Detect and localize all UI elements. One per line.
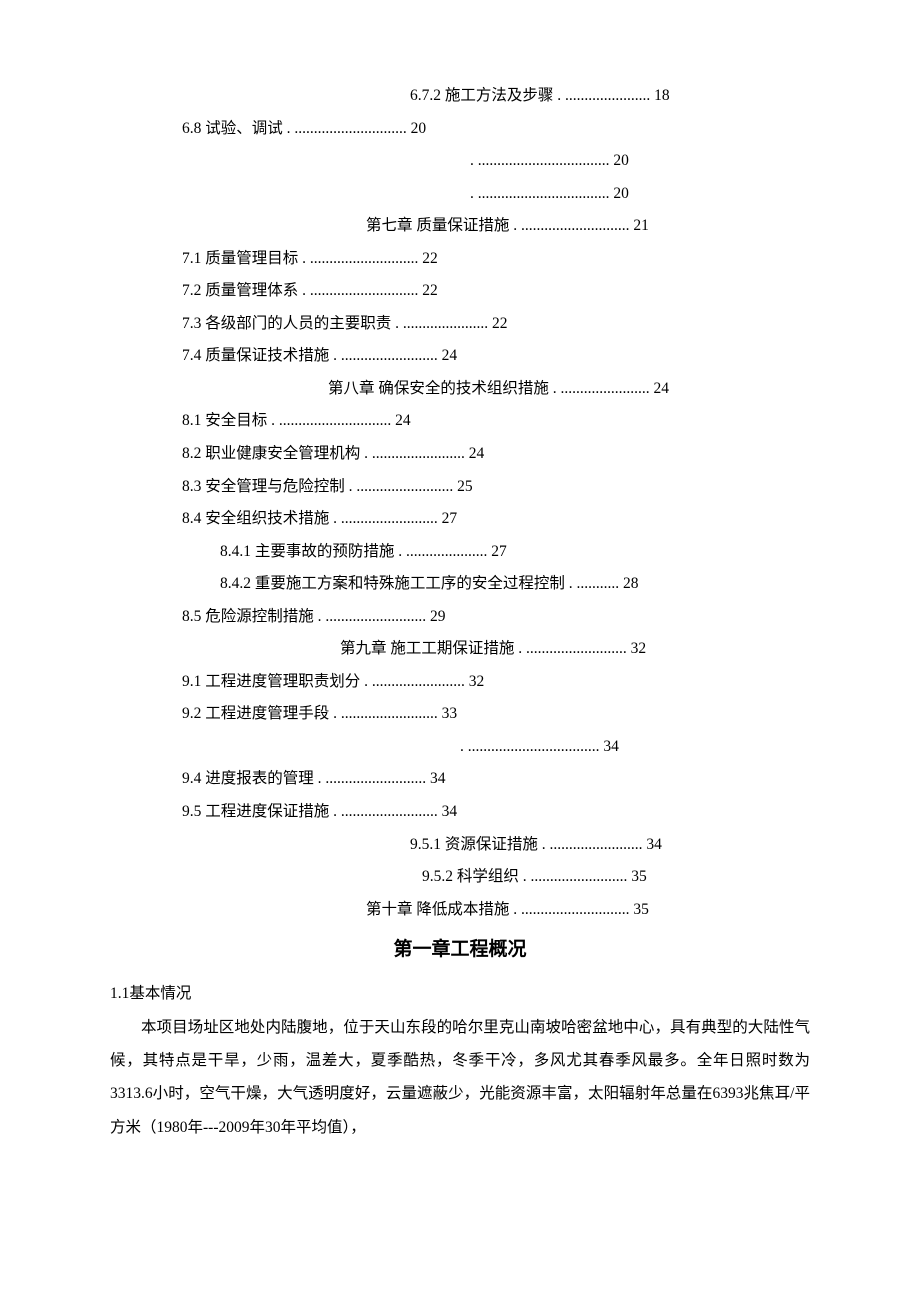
toc-entry: 8.4.1 主要事故的预防措施 . ..................... … [110,536,810,569]
toc-entry: 第八章 确保安全的技术组织措施 . ......................… [110,373,810,406]
section-1-1-heading: 1.1基本情况 [110,978,810,1011]
toc-entry: . .................................. 20 [110,145,810,178]
toc-entry: . .................................. 34 [110,731,810,764]
toc-entry: 9.5.1 资源保证措施 . ........................ … [110,829,810,862]
toc-entry: 9.2 工程进度管理手段 . .........................… [110,698,810,731]
toc-entry: . .................................. 20 [110,178,810,211]
toc-entry: 9.5.2 科学组织 . ......................... 3… [110,861,810,894]
toc-entry: 9.5 工程进度保证措施 . .........................… [110,796,810,829]
toc-entry: 7.2 质量管理体系 . ...........................… [110,275,810,308]
toc-entry: 6.7.2 施工方法及步骤 . ...................... 1… [110,80,810,113]
toc-block: 6.7.2 施工方法及步骤 . ...................... 1… [110,80,810,926]
toc-entry: 8.2 职业健康安全管理机构 . .......................… [110,438,810,471]
toc-entry: 第十章 降低成本措施 . ...........................… [110,894,810,927]
toc-entry: 6.8 试验、调试 . ............................… [110,113,810,146]
toc-entry: 8.3 安全管理与危险控制 . ........................… [110,471,810,504]
toc-entry: 8.4 安全组织技术措施 . .........................… [110,503,810,536]
toc-entry: 7.3 各级部门的人员的主要职责 . .....................… [110,308,810,341]
toc-entry: 第七章 质量保证措施 . ...........................… [110,210,810,243]
paragraph-1: 本项目场址区地处内陆腹地，位于天山东段的哈尔里克山南坡哈密盆地中心，具有典型的大… [110,1011,810,1144]
document-page: 6.7.2 施工方法及步骤 . ...................... 1… [0,0,920,1303]
chapter-title: 第一章工程概况 [110,930,810,970]
toc-entry: 8.1 安全目标 . .............................… [110,405,810,438]
toc-entry: 7.1 质量管理目标 . ...........................… [110,243,810,276]
toc-entry: 7.4 质量保证技术措施 . .........................… [110,340,810,373]
toc-entry: 8.4.2 重要施工方案和特殊施工工序的安全过程控制 . ...........… [110,568,810,601]
toc-entry: 9.1 工程进度管理职责划分 . .......................… [110,666,810,699]
toc-entry: 第九章 施工工期保证措施 . .........................… [110,633,810,666]
toc-entry: 9.4 进度报表的管理 . ..........................… [110,763,810,796]
toc-entry: 8.5 危险源控制措施 . ..........................… [110,601,810,634]
